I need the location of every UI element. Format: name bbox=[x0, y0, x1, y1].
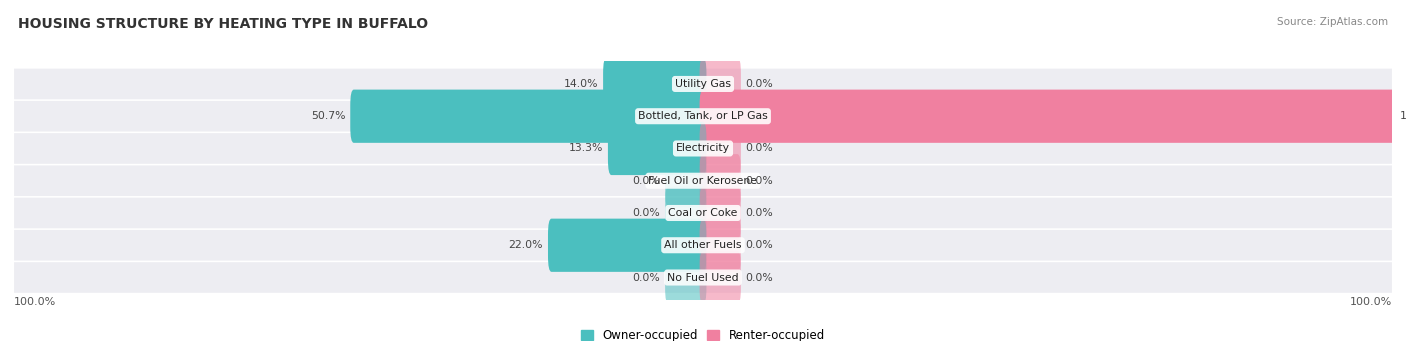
FancyBboxPatch shape bbox=[665, 251, 706, 304]
Text: 14.0%: 14.0% bbox=[564, 79, 599, 89]
Text: Electricity: Electricity bbox=[676, 144, 730, 153]
Text: 100.0%: 100.0% bbox=[14, 297, 56, 308]
FancyBboxPatch shape bbox=[350, 90, 706, 143]
Text: 13.3%: 13.3% bbox=[569, 144, 603, 153]
FancyBboxPatch shape bbox=[700, 90, 1395, 143]
FancyBboxPatch shape bbox=[14, 230, 1392, 261]
Text: Source: ZipAtlas.com: Source: ZipAtlas.com bbox=[1277, 17, 1388, 27]
Text: Coal or Coke: Coal or Coke bbox=[668, 208, 738, 218]
FancyBboxPatch shape bbox=[14, 101, 1392, 132]
FancyBboxPatch shape bbox=[548, 219, 706, 272]
Text: 100.0%: 100.0% bbox=[1400, 111, 1406, 121]
FancyBboxPatch shape bbox=[700, 57, 741, 110]
Text: HOUSING STRUCTURE BY HEATING TYPE IN BUFFALO: HOUSING STRUCTURE BY HEATING TYPE IN BUF… bbox=[18, 17, 429, 31]
Text: 0.0%: 0.0% bbox=[633, 272, 661, 282]
Text: 0.0%: 0.0% bbox=[745, 79, 773, 89]
FancyBboxPatch shape bbox=[700, 251, 741, 304]
FancyBboxPatch shape bbox=[607, 122, 706, 175]
Text: 0.0%: 0.0% bbox=[633, 208, 661, 218]
Text: 0.0%: 0.0% bbox=[745, 144, 773, 153]
Text: Bottled, Tank, or LP Gas: Bottled, Tank, or LP Gas bbox=[638, 111, 768, 121]
Text: Utility Gas: Utility Gas bbox=[675, 79, 731, 89]
Text: 0.0%: 0.0% bbox=[745, 176, 773, 186]
Text: 22.0%: 22.0% bbox=[509, 240, 543, 250]
FancyBboxPatch shape bbox=[14, 198, 1392, 228]
Text: 50.7%: 50.7% bbox=[311, 111, 346, 121]
Text: 0.0%: 0.0% bbox=[745, 240, 773, 250]
Text: 0.0%: 0.0% bbox=[745, 208, 773, 218]
FancyBboxPatch shape bbox=[603, 57, 706, 110]
FancyBboxPatch shape bbox=[14, 133, 1392, 164]
FancyBboxPatch shape bbox=[665, 187, 706, 240]
FancyBboxPatch shape bbox=[700, 122, 741, 175]
FancyBboxPatch shape bbox=[14, 165, 1392, 196]
Text: Fuel Oil or Kerosene: Fuel Oil or Kerosene bbox=[648, 176, 758, 186]
FancyBboxPatch shape bbox=[700, 219, 741, 272]
Text: 100.0%: 100.0% bbox=[1350, 297, 1392, 308]
FancyBboxPatch shape bbox=[14, 69, 1392, 99]
Text: 0.0%: 0.0% bbox=[633, 176, 661, 186]
FancyBboxPatch shape bbox=[700, 187, 741, 240]
FancyBboxPatch shape bbox=[700, 154, 741, 207]
Text: All other Fuels: All other Fuels bbox=[664, 240, 742, 250]
Text: 0.0%: 0.0% bbox=[745, 272, 773, 282]
FancyBboxPatch shape bbox=[14, 262, 1392, 293]
Legend: Owner-occupied, Renter-occupied: Owner-occupied, Renter-occupied bbox=[576, 324, 830, 341]
Text: No Fuel Used: No Fuel Used bbox=[668, 272, 738, 282]
FancyBboxPatch shape bbox=[665, 154, 706, 207]
